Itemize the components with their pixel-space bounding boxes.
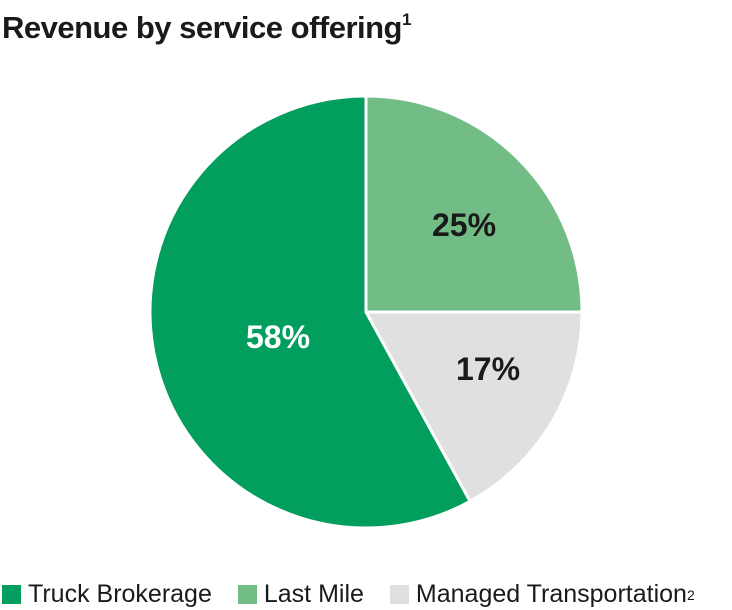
slice-label-truck-brokerage: 58% bbox=[246, 319, 310, 355]
legend-item-last-mile: Last Mile bbox=[237, 580, 364, 609]
pie-slice-truck-brokerage bbox=[148, 94, 473, 530]
slice-label-last-mile: 25% bbox=[432, 207, 496, 243]
legend-item-truck-brokerage: Truck Brokerage bbox=[2, 580, 212, 609]
legend-item-managed-transportation: Managed Transportation 2 bbox=[389, 580, 695, 609]
chart-title-footnote: 1 bbox=[402, 10, 411, 29]
slice-label-managed-transportation: 17% bbox=[456, 351, 520, 387]
chart-title-text: Revenue by service offering bbox=[2, 10, 403, 45]
legend-swatch-truck-brokerage bbox=[2, 585, 21, 604]
legend-swatch-last-mile bbox=[237, 585, 257, 604]
legend-label-managed-transportation: Managed Transportation bbox=[415, 580, 687, 608]
pie-slice-last-mile bbox=[364, 94, 584, 314]
legend-label-last-mile: Last Mile bbox=[263, 580, 364, 608]
chart-legend: Truck Brokerage Last Mile Managed Transp… bbox=[2, 580, 695, 609]
legend-label-truck-brokerage: Truck Brokerage bbox=[28, 580, 212, 608]
pie-chart: 58% 25% 17% bbox=[148, 94, 584, 530]
pie-slice-managed-transportation bbox=[363, 310, 584, 504]
chart-title: Revenue by service offering1 bbox=[2, 10, 411, 46]
legend-swatch-managed-transportation bbox=[389, 585, 409, 604]
